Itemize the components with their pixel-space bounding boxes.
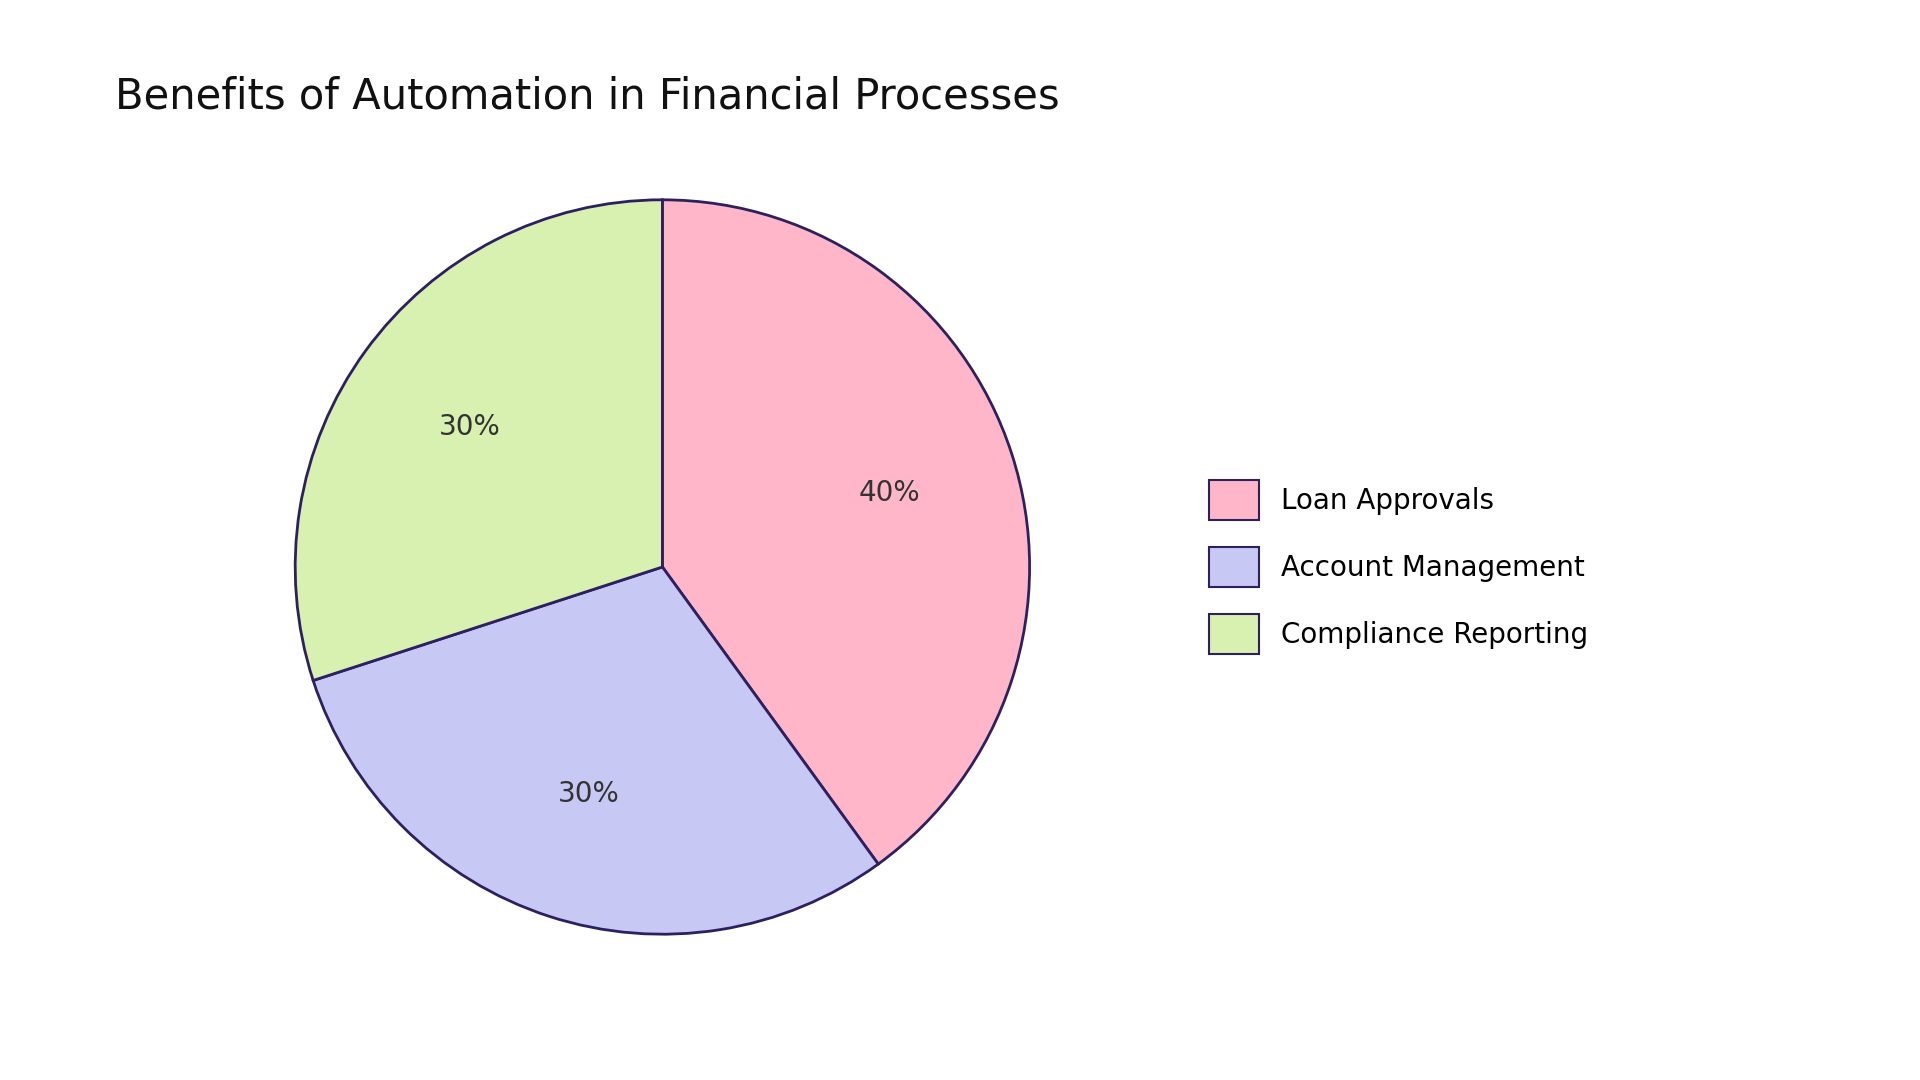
Wedge shape [662,200,1029,864]
Wedge shape [313,567,877,934]
Text: Benefits of Automation in Financial Processes: Benefits of Automation in Financial Proc… [115,76,1060,118]
Text: 30%: 30% [438,413,501,441]
Wedge shape [296,200,662,680]
Text: 40%: 40% [858,480,920,508]
Legend: Loan Approvals, Account Management, Compliance Reporting: Loan Approvals, Account Management, Comp… [1181,453,1617,681]
Text: 30%: 30% [559,780,620,808]
